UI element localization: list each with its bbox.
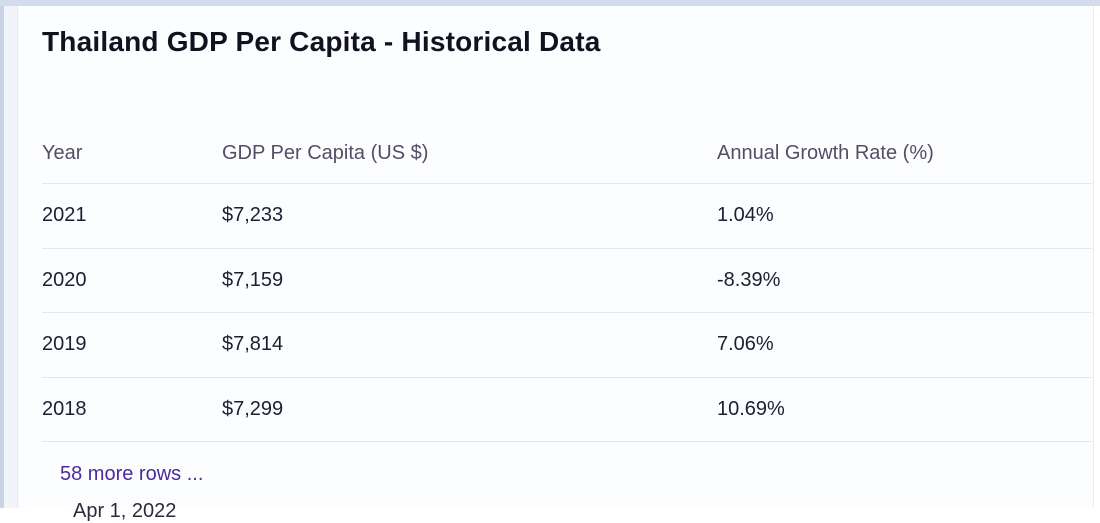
more-rows-link[interactable]: 58 more rows ... [60, 463, 204, 485]
left-edge-rail [0, 6, 18, 508]
column-header-year: Year [42, 142, 83, 164]
cell-year: 2020 [42, 268, 87, 291]
page-title: Thailand GDP Per Capita - Historical Dat… [42, 26, 601, 57]
gdp-history-table: Year GDP Per Capita (US $) Annual Growth… [42, 124, 1092, 442]
top-edge-strip [0, 0, 1100, 6]
table-row: 2019 $7,814 7.06% [42, 313, 1092, 378]
cell-year: 2021 [42, 204, 87, 227]
column-header-annual-growth-rate: Annual Growth Rate (%) [717, 142, 934, 164]
table-row: 2021 $7,233 1.04% [42, 184, 1092, 249]
cell-gdp-per-capita: $7,814 [222, 333, 284, 356]
table-body: 2021 $7,233 1.04% 2020 $7,159 -8.39% 2019 $7,81… [42, 184, 1092, 442]
cell-year: 2019 [42, 333, 87, 356]
cell-annual-growth-rate: 7.06% [717, 333, 774, 356]
cell-annual-growth-rate: -8.39% [717, 268, 781, 291]
cell-gdp-per-capita: $7,299 [222, 397, 284, 420]
column-header-gdp-per-capita: GDP Per Capita (US $) [222, 142, 429, 164]
snippet-card: Thailand GDP Per Capita - Historical Dat… [18, 6, 1094, 522]
cell-gdp-per-capita: $7,233 [222, 204, 284, 227]
cutoff-date-text: Apr 1, 2022 [73, 500, 177, 522]
cell-gdp-per-capita: $7,159 [222, 268, 284, 291]
table-header-row: Year GDP Per Capita (US $) Annual Growth… [42, 124, 1092, 184]
cell-annual-growth-rate: 10.69% [717, 397, 785, 420]
table-row: 2020 $7,159 -8.39% [42, 249, 1092, 313]
table-row: 2018 $7,299 10.69% [42, 378, 1092, 442]
cell-annual-growth-rate: 1.04% [717, 204, 774, 227]
cell-year: 2018 [42, 397, 87, 420]
